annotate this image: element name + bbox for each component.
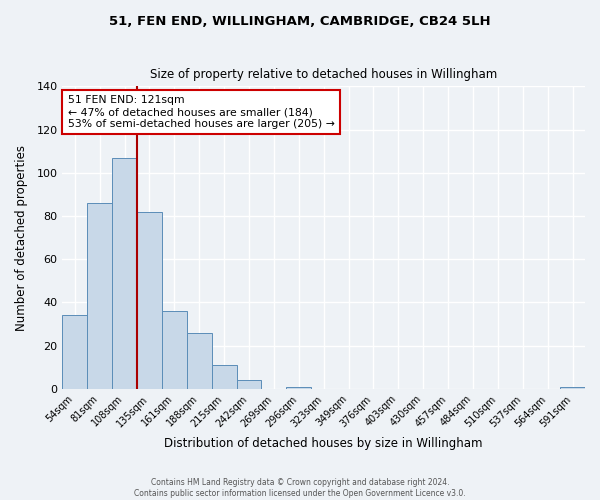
Bar xyxy=(286,386,311,389)
Text: Contains HM Land Registry data © Crown copyright and database right 2024.
Contai: Contains HM Land Registry data © Crown c… xyxy=(134,478,466,498)
Text: 51 FEN END: 121sqm
← 47% of detached houses are smaller (184)
53% of semi-detach: 51 FEN END: 121sqm ← 47% of detached hou… xyxy=(68,96,334,128)
Bar xyxy=(187,332,212,389)
Bar xyxy=(137,212,162,389)
X-axis label: Distribution of detached houses by size in Willingham: Distribution of detached houses by size … xyxy=(164,437,483,450)
Bar xyxy=(87,203,112,389)
Y-axis label: Number of detached properties: Number of detached properties xyxy=(15,144,28,330)
Bar xyxy=(62,316,87,389)
Bar xyxy=(212,365,236,389)
Bar xyxy=(560,386,585,389)
Text: 51, FEN END, WILLINGHAM, CAMBRIDGE, CB24 5LH: 51, FEN END, WILLINGHAM, CAMBRIDGE, CB24… xyxy=(109,15,491,28)
Bar xyxy=(112,158,137,389)
Title: Size of property relative to detached houses in Willingham: Size of property relative to detached ho… xyxy=(150,68,497,81)
Bar xyxy=(162,311,187,389)
Bar xyxy=(236,380,262,389)
